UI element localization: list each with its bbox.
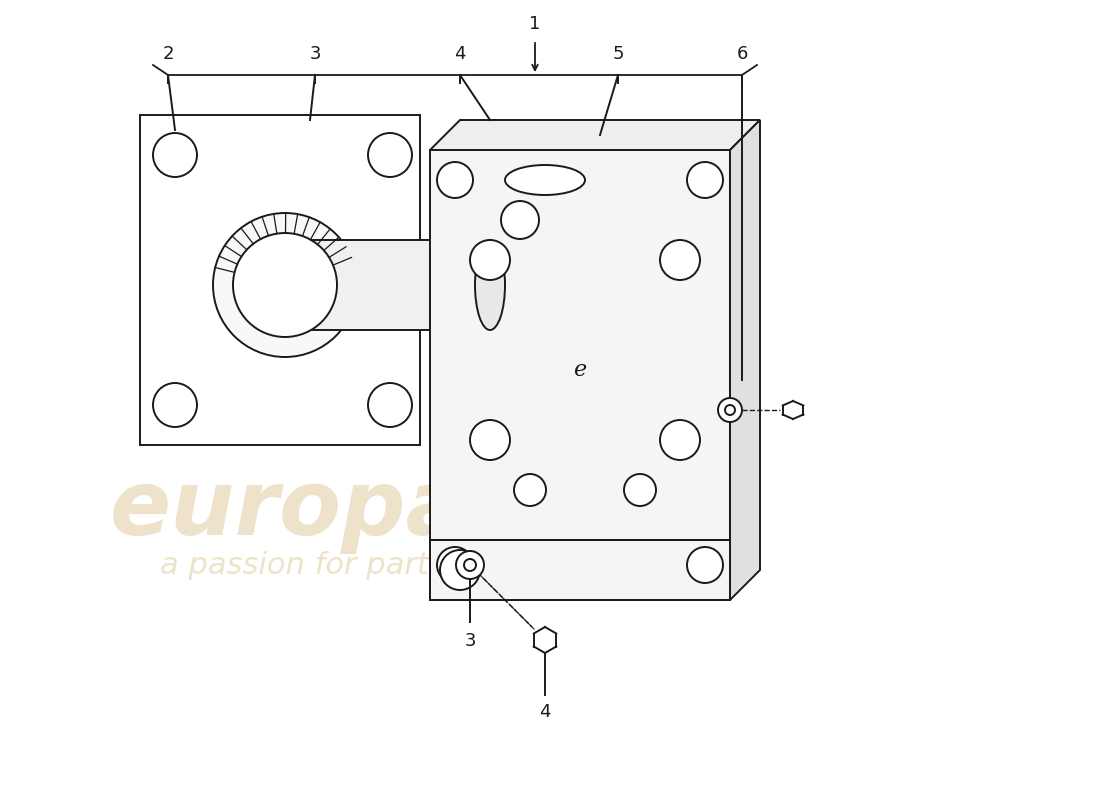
Circle shape [437, 162, 473, 198]
Polygon shape [285, 240, 490, 330]
Circle shape [440, 550, 480, 590]
Circle shape [725, 405, 735, 415]
Polygon shape [430, 150, 730, 600]
Text: 6: 6 [736, 45, 748, 63]
Circle shape [464, 559, 476, 571]
Ellipse shape [475, 240, 505, 330]
Polygon shape [430, 540, 730, 600]
Circle shape [470, 240, 510, 280]
Circle shape [688, 162, 723, 198]
Text: 1: 1 [529, 15, 541, 33]
Circle shape [718, 398, 743, 422]
Circle shape [437, 547, 473, 583]
Circle shape [213, 213, 358, 357]
Ellipse shape [500, 201, 539, 239]
Circle shape [368, 133, 412, 177]
Text: 5: 5 [613, 45, 624, 63]
Circle shape [153, 383, 197, 427]
Text: 4: 4 [454, 45, 465, 63]
Circle shape [470, 420, 510, 460]
Text: 2: 2 [163, 45, 174, 63]
Circle shape [153, 133, 197, 177]
Polygon shape [140, 115, 420, 445]
Circle shape [660, 420, 700, 460]
Circle shape [514, 474, 546, 506]
Circle shape [233, 233, 337, 337]
Text: europarts: europarts [110, 466, 609, 554]
Polygon shape [730, 120, 760, 600]
Text: a passion for parts since 1985: a passion for parts since 1985 [160, 550, 622, 579]
Text: 3: 3 [309, 45, 321, 63]
Polygon shape [430, 120, 760, 150]
Ellipse shape [270, 240, 300, 330]
Ellipse shape [505, 165, 585, 195]
Text: 3: 3 [464, 632, 475, 650]
Text: 4: 4 [539, 703, 551, 721]
Circle shape [660, 240, 700, 280]
Circle shape [624, 474, 656, 506]
Circle shape [456, 551, 484, 579]
Text: e: e [573, 359, 586, 381]
Circle shape [368, 383, 412, 427]
Circle shape [688, 547, 723, 583]
